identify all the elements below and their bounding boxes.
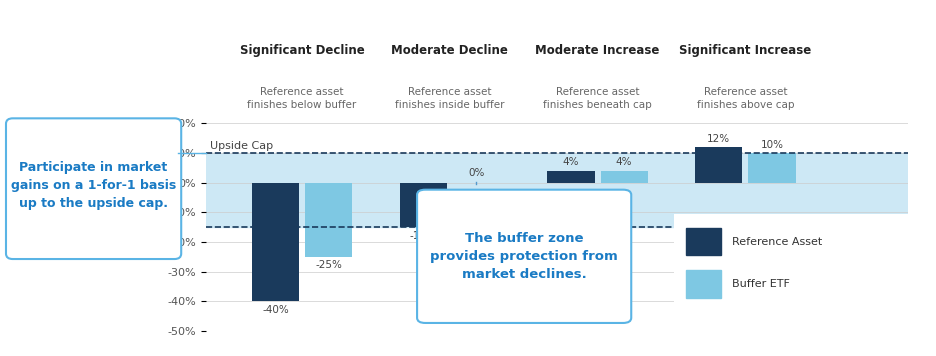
Text: 4%: 4% [563,157,579,167]
Bar [305,183,352,257]
Text: Upside Cap: Upside Cap [211,141,273,151]
Text: Reference Asset: Reference Asset [733,236,823,246]
Bar [601,171,648,183]
Text: Buffer ETF: Buffer ETF [733,279,790,289]
Bar [400,183,446,227]
Bar [695,147,742,183]
Text: Reference asset
finishes above cap: Reference asset finishes above cap [696,87,794,110]
Bar [748,153,796,183]
Text: -15%: -15% [410,231,436,241]
Text: Significant Decline: Significant Decline [240,44,364,57]
Text: -25%: -25% [315,261,342,271]
Text: 0%: 0% [468,168,485,178]
Bar [685,271,721,298]
Text: Participate in market
gains on a 1-for-1 basis
up to the upside cap.: Participate in market gains on a 1-for-1… [11,162,176,210]
Text: -40%: -40% [262,305,289,315]
Bar [685,227,721,256]
Bar [252,183,299,302]
Text: The buffer zone
provides protection from
market declines.: The buffer zone provides protection from… [431,232,618,281]
Bar [206,153,908,227]
Text: Reference asset
finishes below buffer: Reference asset finishes below buffer [247,87,357,110]
Text: 12%: 12% [708,134,730,143]
FancyBboxPatch shape [417,190,631,323]
Text: Reference asset
finishes beneath cap: Reference asset finishes beneath cap [543,87,652,110]
FancyBboxPatch shape [6,118,182,259]
Text: Significant Increase: Significant Increase [680,44,812,57]
Text: Downside Buffer: Downside Buffer [809,215,900,225]
Text: Moderate Decline: Moderate Decline [391,44,508,57]
Text: 10%: 10% [760,140,783,150]
Text: Reference asset
finishes inside buffer: Reference asset finishes inside buffer [395,87,505,110]
Text: 4%: 4% [616,157,633,167]
Bar [548,171,594,183]
Text: Moderate Increase: Moderate Increase [535,44,660,57]
